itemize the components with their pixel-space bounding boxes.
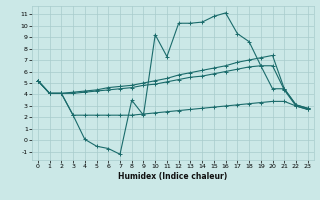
X-axis label: Humidex (Indice chaleur): Humidex (Indice chaleur) — [118, 172, 228, 181]
